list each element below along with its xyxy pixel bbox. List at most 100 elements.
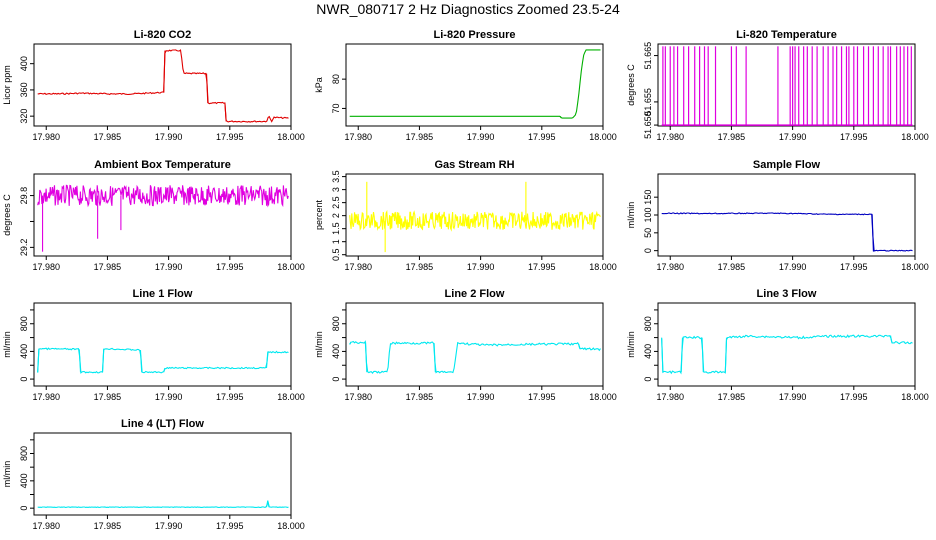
y-tick-label: 0 — [19, 377, 29, 382]
x-tick-label: 18.000 — [901, 392, 929, 402]
series-step — [349, 342, 352, 345]
series-line — [37, 347, 289, 374]
series-step — [163, 50, 166, 93]
figure-title: NWR_080717 2 Hz Diagnostics Zoomed 23.5-… — [316, 1, 620, 17]
series-step — [889, 335, 893, 343]
series-step — [873, 250, 875, 252]
series-step — [559, 116, 562, 119]
y-tick-label: 0 — [19, 506, 29, 511]
x-tick-label: 17.995 — [840, 392, 868, 402]
x-tick-label: 18.000 — [277, 132, 305, 142]
x-tick-label: 17.985 — [94, 262, 122, 272]
y-axis-label: ml/min — [2, 461, 12, 488]
x-tick-label: 18.000 — [901, 262, 929, 272]
series-step — [871, 214, 874, 252]
series-step — [724, 337, 728, 373]
x-tick-label: 17.985 — [406, 262, 434, 272]
y-tick-label: 2.5 — [331, 196, 341, 209]
x-tick-label: 17.990 — [155, 262, 183, 272]
x-tick-label: 17.985 — [406, 392, 434, 402]
y-tick-label: 150 — [643, 190, 653, 205]
y-axis-label: degrees C — [626, 64, 636, 106]
y-axis-label: ml/min — [626, 331, 636, 358]
x-tick-label: 17.990 — [155, 521, 183, 531]
panel-1: Li-820 CO2 17.980 17.985 17.990 17.995 18.000… — [2, 29, 305, 142]
panel-8: Line 2 Flow 17.980 17.985 17.990 17.995 18.00… — [314, 288, 617, 402]
x-tick-label: 17.990 — [779, 262, 807, 272]
plot-frame — [345, 302, 604, 387]
series-line — [349, 340, 601, 374]
y-tick-label: 29.2 — [19, 239, 29, 257]
x-tick-label: 17.985 — [94, 521, 122, 531]
x-tick-label: 17.980 — [656, 132, 684, 142]
y-axis-label: ml/min — [314, 331, 324, 358]
y-tick-label: 400 — [643, 344, 653, 359]
series-step — [139, 350, 143, 373]
plot-frame — [33, 432, 292, 516]
plot-frame — [345, 173, 604, 257]
series-line — [349, 49, 601, 119]
x-tick-label: 17.990 — [467, 262, 495, 272]
series-line — [37, 500, 289, 508]
x-tick-label: 17.990 — [779, 392, 807, 402]
x-tick-label: 17.985 — [94, 392, 122, 402]
y-axis-label: ml/min — [626, 202, 636, 229]
y-tick-label: 800 — [643, 316, 653, 331]
series-step — [433, 343, 436, 373]
plot-frame — [33, 302, 292, 387]
y-axis-label: kPa — [314, 77, 324, 93]
y-tick-label: 0 — [643, 377, 653, 382]
series-line — [349, 209, 601, 232]
x-tick-label: 17.995 — [528, 132, 556, 142]
panel-title: Li-820 Pressure — [434, 29, 516, 41]
x-tick-label: 17.995 — [840, 132, 868, 142]
y-tick-label: 3.5 — [331, 170, 341, 183]
x-tick-label: 17.990 — [155, 132, 183, 142]
series-step — [37, 348, 40, 373]
series-step — [365, 342, 368, 373]
y-tick-label: 1.5 — [331, 222, 341, 235]
x-tick-label: 18.000 — [277, 521, 305, 531]
x-tick-label: 17.995 — [216, 392, 244, 402]
y-tick-label: 3 — [331, 187, 341, 192]
plot-frame — [345, 43, 604, 127]
x-tick-label: 17.985 — [718, 392, 746, 402]
y-tick-label: 400 — [331, 344, 341, 359]
series-line — [37, 49, 289, 123]
y-tick-label: 320 — [19, 109, 29, 124]
series-step — [265, 352, 269, 369]
y-tick-label: 1 — [331, 239, 341, 244]
y-tick-label: 80 — [331, 74, 341, 84]
series-step — [577, 343, 581, 349]
panel-6: Sample Flow 17.980 17.985 17.990 17.995 18.00… — [626, 159, 929, 272]
x-tick-label: 17.985 — [718, 132, 746, 142]
y-tick-label: 100 — [643, 207, 653, 222]
y-tick-label: 400 — [19, 56, 29, 71]
x-tick-label: 17.980 — [656, 262, 684, 272]
x-tick-label: 17.995 — [528, 262, 556, 272]
panel-title: Li-820 CO2 — [134, 29, 191, 41]
series-step — [701, 337, 704, 373]
series-step — [661, 337, 664, 373]
y-tick-label: 800 — [19, 446, 29, 461]
x-tick-label: 17.985 — [406, 132, 434, 142]
y-tick-label: 2 — [331, 213, 341, 218]
series-step — [680, 337, 684, 373]
panel-9: Line 3 Flow 17.980 17.985 17.990 17.995 18.00… — [626, 288, 929, 402]
panel-title: Line 1 Flow — [133, 288, 193, 300]
panel-7: Line 1 Flow 17.980 17.985 17.990 17.995 18.00… — [2, 288, 305, 402]
x-tick-label: 17.980 — [32, 132, 60, 142]
x-tick-label: 17.985 — [94, 132, 122, 142]
y-axis-label: ml/min — [2, 331, 12, 358]
x-tick-label: 17.995 — [528, 392, 556, 402]
series-step — [267, 500, 270, 508]
panel-3: Li-820 Temperature 17.980 17.985 17.990 17.9… — [626, 29, 929, 142]
x-tick-label: 17.980 — [656, 392, 684, 402]
panel-title: Line 4 (LT) Flow — [121, 418, 204, 430]
y-tick-label: 400 — [19, 344, 29, 359]
x-tick-label: 18.000 — [901, 132, 929, 142]
x-tick-label: 17.980 — [32, 262, 60, 272]
y-tick-label: 50 — [643, 228, 653, 238]
y-tick-label: 400 — [19, 473, 29, 488]
